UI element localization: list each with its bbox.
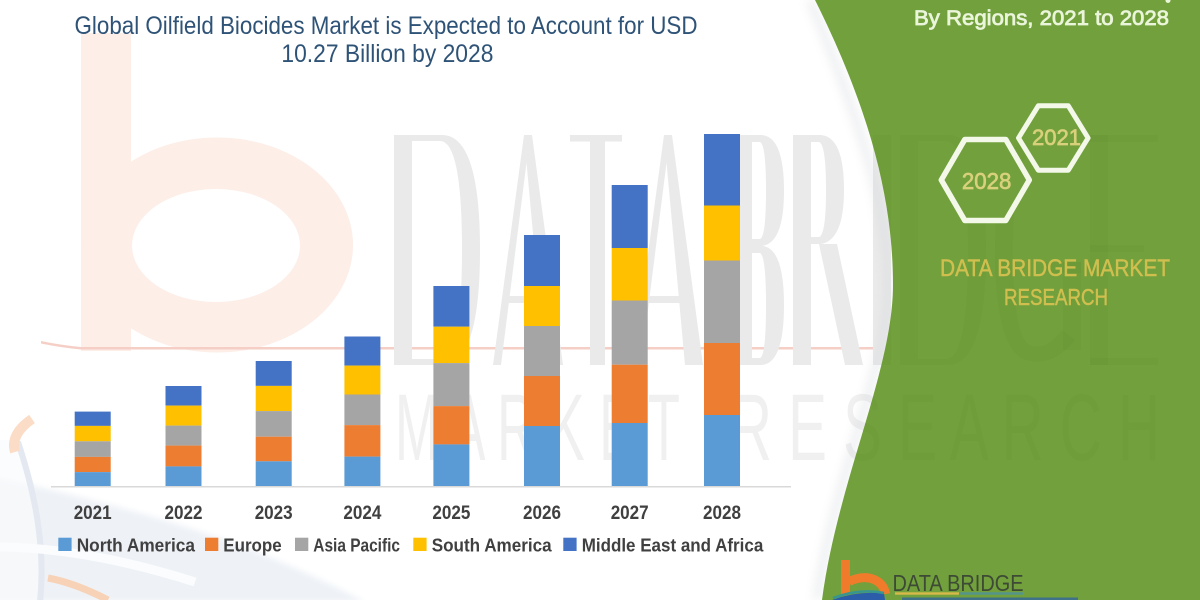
svg-text:South America: South America	[432, 536, 553, 556]
svg-text:North America: North America	[77, 536, 196, 556]
svg-text:2022: 2022	[165, 503, 203, 524]
svg-text:2028: 2028	[962, 168, 1012, 194]
svg-text:2025: 2025	[432, 503, 470, 524]
svg-text:2024: 2024	[343, 503, 381, 524]
svg-text:Middle East and Africa: Middle East and Africa	[582, 536, 765, 556]
svg-text:2021: 2021	[1032, 125, 1081, 150]
svg-text:2028: 2028	[703, 503, 741, 524]
svg-text:2023: 2023	[255, 503, 293, 524]
svg-text:Global Oilfield Biocides Marke: Global Oilfield Biocides Market is Expec…	[75, 13, 698, 40]
svg-text:Europe: Europe	[223, 536, 281, 556]
svg-text:DATA BRIDGE MARKET: DATA BRIDGE MARKET	[940, 255, 1170, 282]
svg-text:RESEARCH: RESEARCH	[1004, 284, 1108, 310]
svg-text:2026: 2026	[523, 503, 561, 524]
svg-text:DATA BRIDGE: DATA BRIDGE	[893, 570, 1024, 596]
svg-text:10.27 Billion by 2028: 10.27 Billion by 2028	[281, 41, 493, 68]
svg-text:Asia Pacific: Asia Pacific	[313, 536, 400, 556]
svg-text:2021: 2021	[74, 503, 112, 524]
svg-text:By Regions, 2021 to 2028: By Regions, 2021 to 2028	[914, 6, 1169, 30]
svg-text:2027: 2027	[611, 503, 649, 524]
